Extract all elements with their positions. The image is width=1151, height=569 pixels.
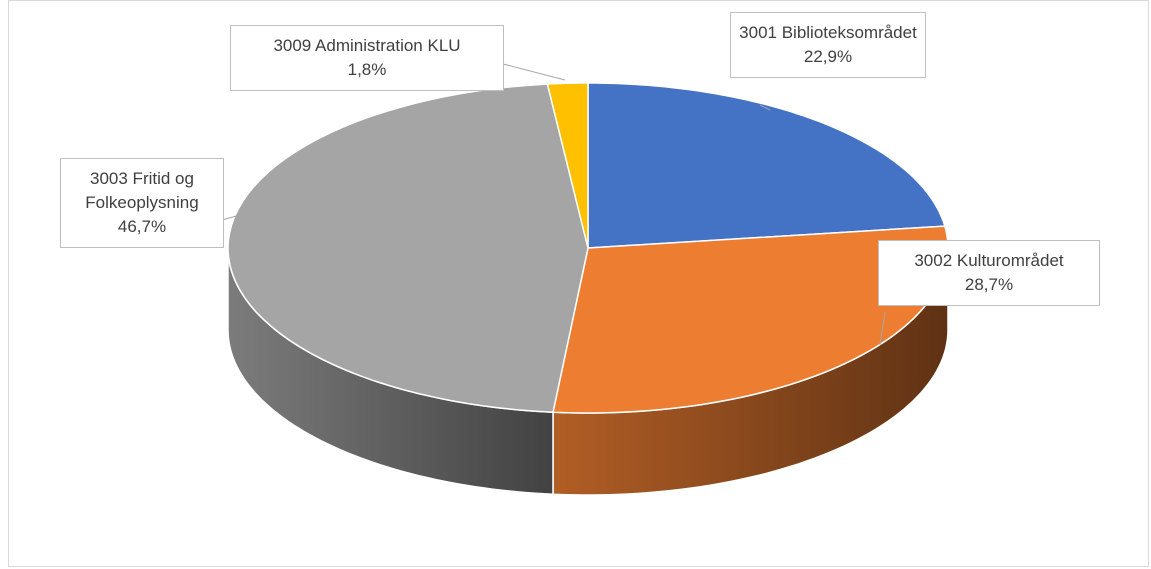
data-label: 3002 Kulturområdet 28,7% bbox=[878, 240, 1100, 306]
leader-line bbox=[221, 214, 241, 221]
slice bbox=[546, 82, 589, 249]
category-label: 3003 Fritid og Folkeoplysning bbox=[85, 169, 199, 212]
value-label: 1,8% bbox=[347, 60, 387, 79]
value-label: 28,7% bbox=[964, 275, 1014, 294]
leader-line bbox=[502, 63, 566, 81]
category-label: 3002 Kulturområdet bbox=[914, 251, 1064, 270]
value-label: 22,9% bbox=[803, 47, 853, 66]
data-label: 3009 Administration KLU 1,8% bbox=[230, 25, 504, 91]
chart-frame bbox=[8, 0, 1149, 567]
leader-line bbox=[879, 311, 886, 346]
category-label: 3001 Biblioteksområdet bbox=[739, 23, 917, 42]
leader-line bbox=[759, 104, 771, 111]
slice bbox=[587, 82, 946, 249]
value-label: 46,7% bbox=[117, 217, 167, 236]
slice bbox=[227, 83, 589, 413]
data-label: 3001 Biblioteksområdet 22,9% bbox=[730, 12, 926, 78]
category-label: 3009 Administration KLU bbox=[273, 36, 461, 55]
data-label: 3003 Fritid og Folkeoplysning 46,7% bbox=[60, 158, 224, 248]
